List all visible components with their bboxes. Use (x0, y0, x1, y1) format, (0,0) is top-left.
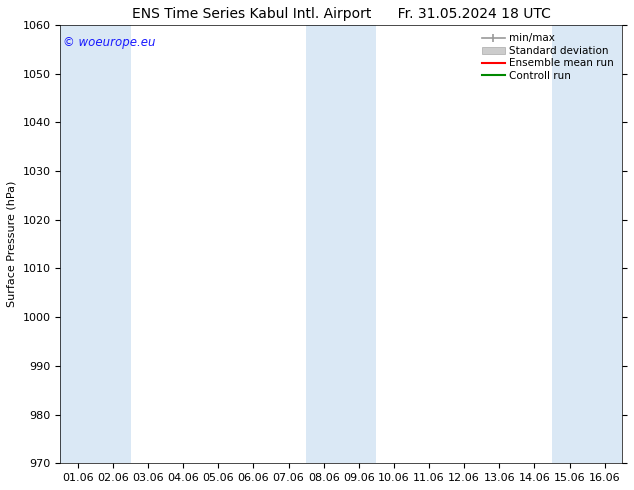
Bar (552, 25, 622, 464)
Title: ENS Time Series Kabul Intl. Airport      Fr. 31.05.2024 18 UTC: ENS Time Series Kabul Intl. Airport Fr. … (132, 7, 551, 21)
Text: © woeurope.eu: © woeurope.eu (63, 36, 156, 49)
Legend: min/max, Standard deviation, Ensemble mean run, Controll run: min/max, Standard deviation, Ensemble me… (479, 30, 617, 84)
Bar (306, 25, 377, 464)
Y-axis label: Surface Pressure (hPa): Surface Pressure (hPa) (7, 181, 17, 307)
Bar (60, 25, 131, 464)
